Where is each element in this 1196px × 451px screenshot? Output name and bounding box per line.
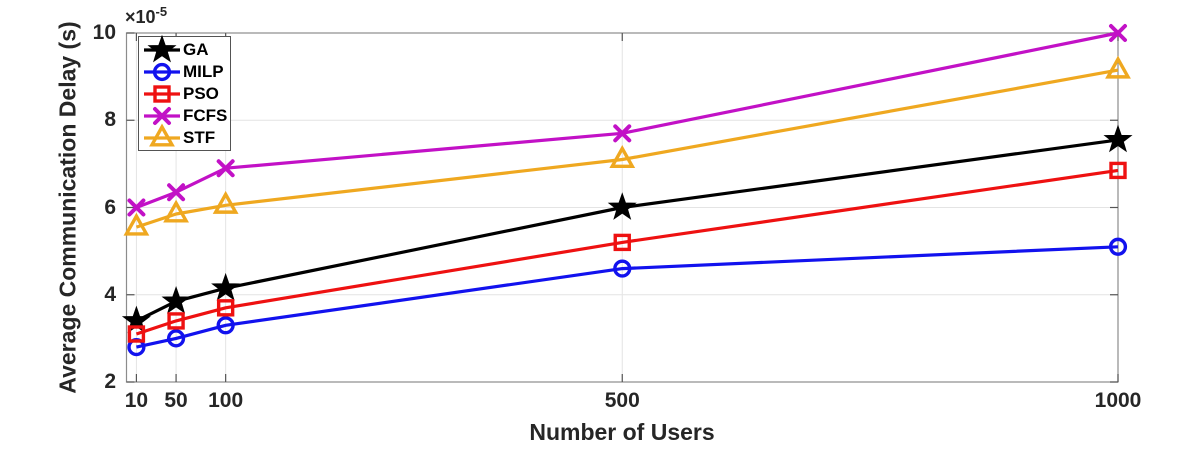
series-line-pso <box>135 168 1119 336</box>
x-tick-label: 10 <box>124 389 149 412</box>
marker-square <box>167 312 185 330</box>
marker-triangle <box>149 123 175 147</box>
x-tick-label: 500 <box>604 389 640 412</box>
legend-label: STF <box>183 128 216 147</box>
marker-square <box>127 325 146 343</box>
legend: GA MILP PSO FCFS STF <box>138 34 231 151</box>
y-tick-label: 4 <box>104 282 116 306</box>
y-tick-label: 6 <box>104 195 116 219</box>
y-axis-exponent: ×10-5 <box>125 4 167 28</box>
marker-triangle <box>123 212 150 236</box>
marker-star <box>147 34 177 63</box>
x-axis-label: Number of Users <box>529 419 715 445</box>
legend-item-fcfs: FCFS <box>142 105 230 127</box>
marker-x <box>167 183 186 202</box>
marker-square <box>613 233 631 252</box>
exponent-power: -5 <box>155 4 168 19</box>
marker-triangle <box>212 190 239 214</box>
legend-item-pso: PSO <box>142 83 230 105</box>
marker-star <box>211 272 241 301</box>
marker-star <box>607 192 637 220</box>
marker-x <box>216 159 235 178</box>
legend-label: GA <box>183 40 209 59</box>
marker-star <box>1103 124 1133 153</box>
legend-triangle-icon <box>144 123 180 147</box>
legend-item-milp: MILP <box>142 61 230 83</box>
marker-square <box>1109 161 1127 180</box>
legend-label: PSO <box>183 84 219 103</box>
x-tick-label: 100 <box>208 389 244 412</box>
marker-star <box>161 286 191 314</box>
x-tick-label: 1000 <box>1094 389 1142 412</box>
y-tick-label: 10 <box>92 21 116 44</box>
legend-x-icon <box>144 107 180 125</box>
marker-x <box>613 124 632 143</box>
marker-circle <box>216 316 235 335</box>
y-tick-label: 8 <box>104 108 116 132</box>
legend-square-icon <box>144 85 180 103</box>
legend-item-ga: GA <box>142 34 230 63</box>
marker-circle <box>1108 237 1128 256</box>
legend-item-stf: STF <box>142 123 230 149</box>
marker-x <box>127 198 146 217</box>
marker-circle <box>613 259 632 278</box>
series-line-stf <box>135 68 1119 229</box>
marker-circle <box>152 62 172 82</box>
legend-label: FCFS <box>183 106 228 125</box>
y-tick-label: 2 <box>104 370 116 393</box>
marker-triangle <box>609 145 636 169</box>
exponent-base: ×10 <box>125 7 156 27</box>
marker-x <box>1109 24 1127 42</box>
legend-label: MILP <box>183 62 224 81</box>
series-line-milp <box>136 245 1119 349</box>
marker-triangle <box>1105 55 1131 79</box>
legend-star-icon <box>144 34 180 63</box>
marker-triangle <box>163 199 189 223</box>
marker-x <box>153 107 171 125</box>
marker-square <box>153 85 171 103</box>
marker-circle <box>166 329 186 348</box>
legend-circle-icon <box>144 62 180 82</box>
x-tick-label: 50 <box>164 389 188 412</box>
marker-square <box>216 299 235 317</box>
